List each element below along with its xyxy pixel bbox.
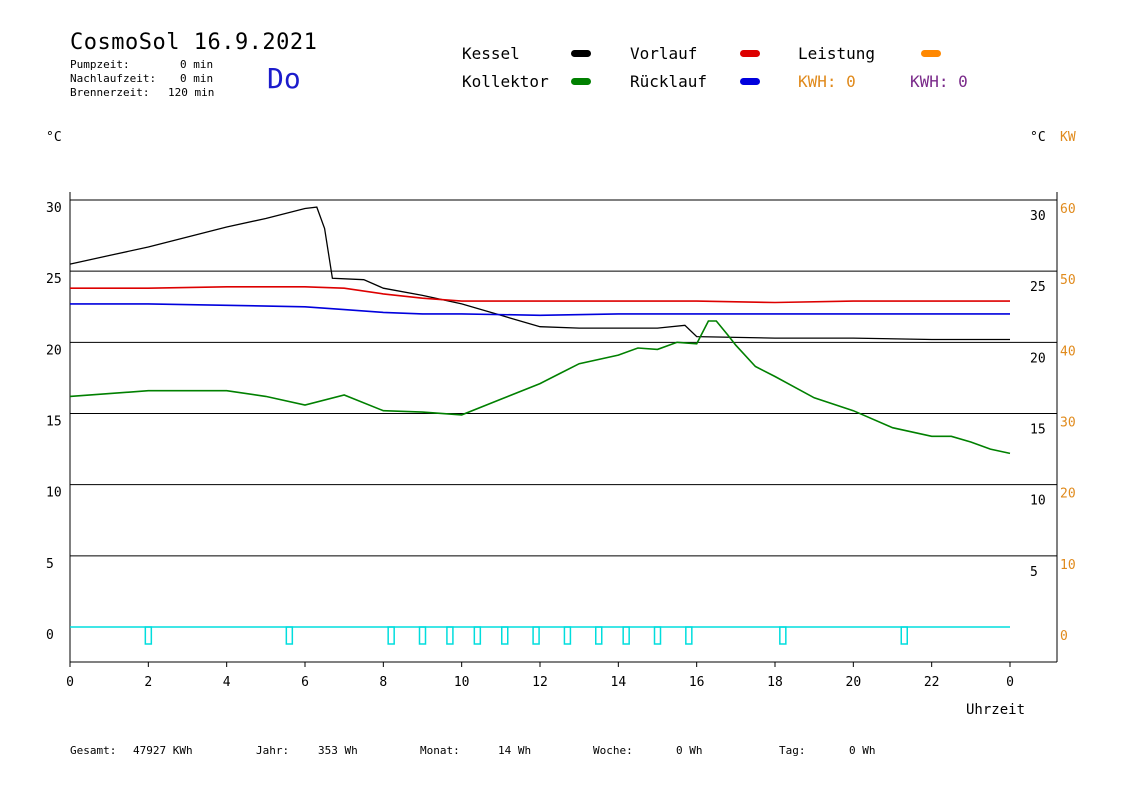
- stat-brennerzeit: Brennerzeit:: [70, 86, 150, 99]
- leistung-pulse: [532, 626, 540, 645]
- leistung-pulse: [563, 626, 572, 645]
- footer-tag-label: Tag:: [779, 744, 806, 757]
- legend-leistung-label: Leistung: [798, 44, 876, 63]
- series-kessel: [69, 206, 1010, 341]
- leistung-pulse: [779, 626, 787, 645]
- legend-vorlauf-label: Vorlauf: [630, 44, 698, 63]
- leistung-pulse: [387, 626, 395, 645]
- legend-kollektor-label: Kollektor: [462, 72, 549, 91]
- y-right-tick-label: 5: [1030, 565, 1038, 580]
- x-axis-label: Uhrzeit: [966, 702, 1026, 718]
- legend-ruecklauf-swatch: [740, 78, 760, 85]
- y-right2-tick-label: 0: [1060, 629, 1068, 644]
- footer-monat-value: 14 Wh: [498, 744, 532, 757]
- y-left-unit: °C: [46, 130, 62, 145]
- legend-kollektor-swatch: [571, 78, 591, 85]
- y-right-tick-label: 10: [1030, 494, 1046, 509]
- x-tick-label: 14: [611, 675, 627, 690]
- stat-nachlaufzeit-value: 0 min: [180, 72, 214, 85]
- x-tick-label: 22: [924, 675, 940, 690]
- y-right-unit: °C: [1030, 130, 1046, 145]
- x-tick-label: 0: [66, 675, 74, 690]
- x-tick-label: 12: [532, 675, 548, 690]
- y-left-tick-label: 15: [46, 415, 62, 430]
- leistung-pulse: [418, 626, 427, 645]
- legend-kessel-label: Kessel: [462, 44, 520, 63]
- y-left-tick-label: 10: [46, 486, 62, 501]
- y-left-tick-label: 0: [46, 628, 54, 643]
- stat-nachlaufzeit: Nachlaufzeit:: [70, 72, 157, 85]
- y-right2-tick-label: 10: [1060, 558, 1076, 573]
- footer-gesamt-label: Gesamt:: [70, 744, 117, 757]
- leistung-pulse: [446, 626, 454, 645]
- y-left-tick-label: 20: [46, 343, 62, 358]
- y-left-tick-label: 25: [46, 272, 62, 287]
- footer-woche-value: 0 Wh: [676, 744, 703, 757]
- y-right2-tick-label: 40: [1060, 344, 1076, 359]
- x-tick-label: 8: [379, 675, 387, 690]
- y-right2-unit: KW: [1060, 130, 1076, 145]
- x-tick-label: 20: [846, 675, 862, 690]
- leistung-pulse: [900, 626, 908, 645]
- leistung-pulse: [285, 626, 294, 645]
- y-right2-tick-label: 50: [1060, 273, 1076, 288]
- leistung-pulse: [622, 626, 630, 645]
- legend-kwh-leistung: KWH: 0: [798, 72, 856, 91]
- x-tick-label: 10: [454, 675, 470, 690]
- x-tick-label: 18: [767, 675, 783, 690]
- y-right2-tick-label: 30: [1060, 416, 1076, 431]
- y-left-tick-label: 5: [46, 557, 54, 572]
- footer-tag-value: 0 Wh: [849, 744, 876, 757]
- x-tick-label: 0: [1006, 675, 1014, 690]
- leistung-pulse: [501, 626, 509, 645]
- footer-gesamt-value: 47927 KWh: [133, 744, 193, 757]
- footer-jahr-value: 353 Wh: [318, 744, 358, 757]
- legend-kessel-swatch: [571, 50, 591, 57]
- footer-woche-label: Woche:: [593, 744, 633, 757]
- legend-vorlauf-swatch: [740, 50, 760, 57]
- leistung-pulse: [685, 626, 693, 645]
- legend-kwh-total: KWH: 0: [910, 72, 968, 91]
- leistung-pulse: [144, 626, 153, 645]
- leistung-pulse: [473, 626, 482, 645]
- x-tick-label: 2: [144, 675, 152, 690]
- y-right-tick-label: 25: [1030, 280, 1046, 295]
- stat-pumpzeit-value: 0 min: [180, 58, 214, 71]
- legend-ruecklauf-label: Rücklauf: [630, 72, 708, 91]
- x-tick-label: 6: [301, 675, 309, 690]
- x-tick-label: 16: [689, 675, 705, 690]
- y-right2-tick-label: 20: [1060, 487, 1076, 502]
- series-kollektor: [69, 320, 1011, 455]
- y-right-tick-label: 30: [1030, 209, 1046, 224]
- leistung-pulse: [595, 626, 603, 645]
- stat-pumpzeit: Pumpzeit:: [70, 58, 130, 71]
- stat-brennerzeit-value: 120 min: [168, 86, 215, 99]
- legend-leistung-swatch: [921, 50, 941, 57]
- series-ruecklauf: [70, 303, 1010, 317]
- y-left-tick-label: 30: [46, 201, 62, 216]
- x-tick-label: 4: [223, 675, 231, 690]
- footer-monat-label: Monat:: [420, 744, 460, 757]
- leistung-pulse: [653, 626, 662, 645]
- series-vorlauf: [70, 286, 1010, 304]
- weekday-label: Do: [267, 62, 301, 95]
- chart-title: CosmoSol 16.9.2021: [70, 30, 318, 55]
- footer-jahr-label: Jahr:: [256, 744, 290, 757]
- y-right-tick-label: 15: [1030, 423, 1046, 438]
- y-right-tick-label: 20: [1030, 351, 1046, 366]
- y-right2-tick-label: 60: [1060, 202, 1076, 217]
